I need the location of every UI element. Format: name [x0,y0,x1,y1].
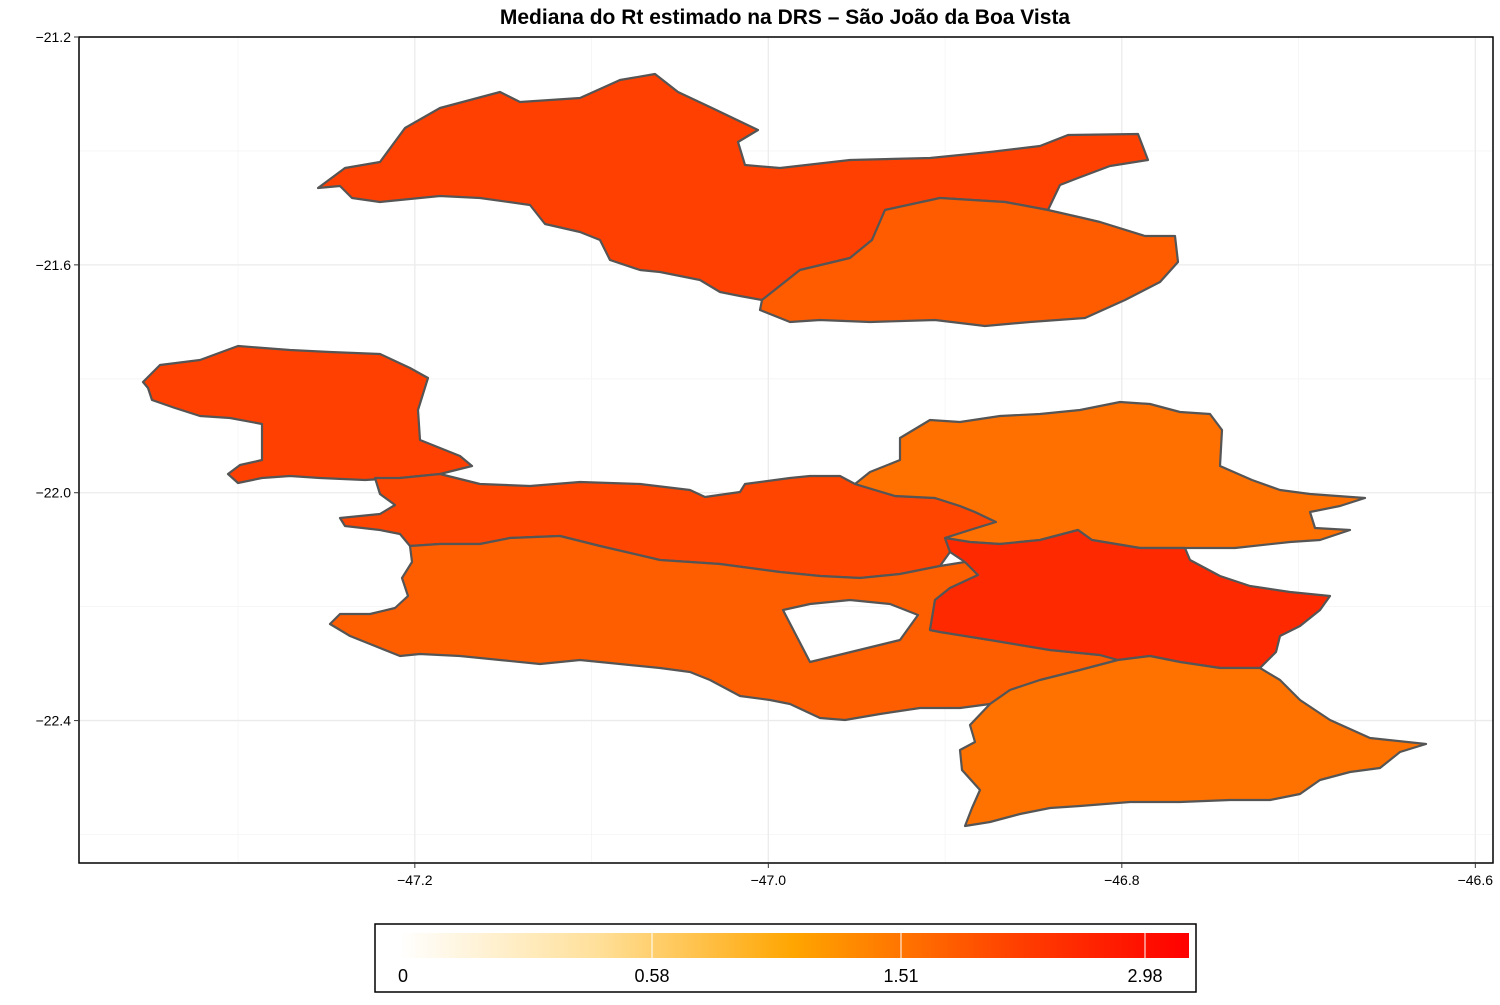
region-south-band [328,534,1120,722]
region-east-mid [928,528,1332,670]
region-west [141,344,474,485]
region-center-east [853,400,1367,550]
chart-title: Mediana do Rt estimado na DRS – São João… [500,6,1071,29]
x-tick-label: −46.6 [1458,872,1494,888]
legend-label-0: 0 [398,966,408,986]
regions-layer [141,72,1428,828]
legend: 0 0.58 1.51 2.98 [374,923,1197,993]
region-north-2 [758,196,1180,328]
axes: −47.2 −47.0 −46.8 −46.6 −21.2 −21.6 −22.0 −22.4 [36,29,1494,888]
x-tick-label: −47.0 [751,872,787,888]
legend-label-3: 2.98 [1127,966,1162,986]
y-tick-label: −22.4 [36,713,72,729]
legend-label-1: 0.58 [634,966,669,986]
y-tick-label: −22.0 [36,485,72,501]
legend-label-2: 1.51 [883,966,918,986]
y-tick-label: −21.2 [36,29,72,45]
region-north-1 [316,72,1150,302]
panel-border [78,36,1494,864]
x-tick-label: −46.8 [1104,872,1140,888]
x-tick-label: −47.2 [397,872,433,888]
y-tick-label: −21.6 [36,257,72,273]
region-south-east [958,654,1428,828]
legend-colorbar [400,933,1189,958]
